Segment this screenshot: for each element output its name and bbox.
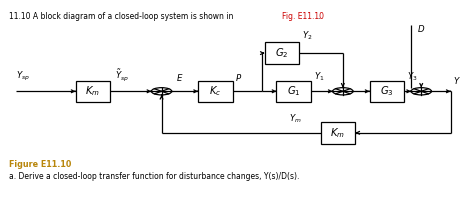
Circle shape [151, 88, 172, 95]
FancyBboxPatch shape [320, 122, 356, 143]
Text: $G_{2}$: $G_{2}$ [275, 46, 289, 60]
Text: $K_{m}$: $K_{m}$ [85, 84, 100, 98]
FancyBboxPatch shape [276, 81, 311, 102]
Circle shape [411, 88, 431, 95]
FancyBboxPatch shape [75, 81, 110, 102]
Text: $Y_{sp}$: $Y_{sp}$ [16, 70, 30, 83]
Text: $P$: $P$ [235, 72, 242, 83]
Text: $\tilde{Y}_{sp}$: $\tilde{Y}_{sp}$ [115, 67, 129, 83]
Text: .: . [317, 12, 319, 21]
Text: $Y_3$: $Y_3$ [407, 70, 417, 83]
Circle shape [333, 88, 353, 95]
Text: $K_{m}$: $K_{m}$ [330, 126, 346, 140]
Text: $K_{c}$: $K_{c}$ [210, 84, 221, 98]
FancyBboxPatch shape [370, 81, 404, 102]
FancyBboxPatch shape [264, 42, 300, 64]
Text: Figure E11.10: Figure E11.10 [9, 160, 72, 169]
Text: $G_{1}$: $G_{1}$ [287, 84, 301, 98]
Text: Fig. E11.10: Fig. E11.10 [282, 12, 324, 21]
Text: $D$: $D$ [417, 23, 425, 34]
FancyBboxPatch shape [198, 81, 233, 102]
Text: $E$: $E$ [176, 72, 184, 83]
Text: $Y_1$: $Y_1$ [314, 70, 324, 83]
Text: 11.10 A block diagram of a closed-loop system is shown in: 11.10 A block diagram of a closed-loop s… [9, 12, 236, 21]
Text: $Y_2$: $Y_2$ [302, 29, 312, 42]
Text: a. Derive a closed-loop transfer function for disturbance changes, Y(s)/D(s).: a. Derive a closed-loop transfer functio… [9, 172, 300, 181]
Text: $Y_m$: $Y_m$ [289, 112, 302, 125]
Text: $G_{3}$: $G_{3}$ [380, 84, 394, 98]
Text: $Y$: $Y$ [453, 75, 461, 86]
